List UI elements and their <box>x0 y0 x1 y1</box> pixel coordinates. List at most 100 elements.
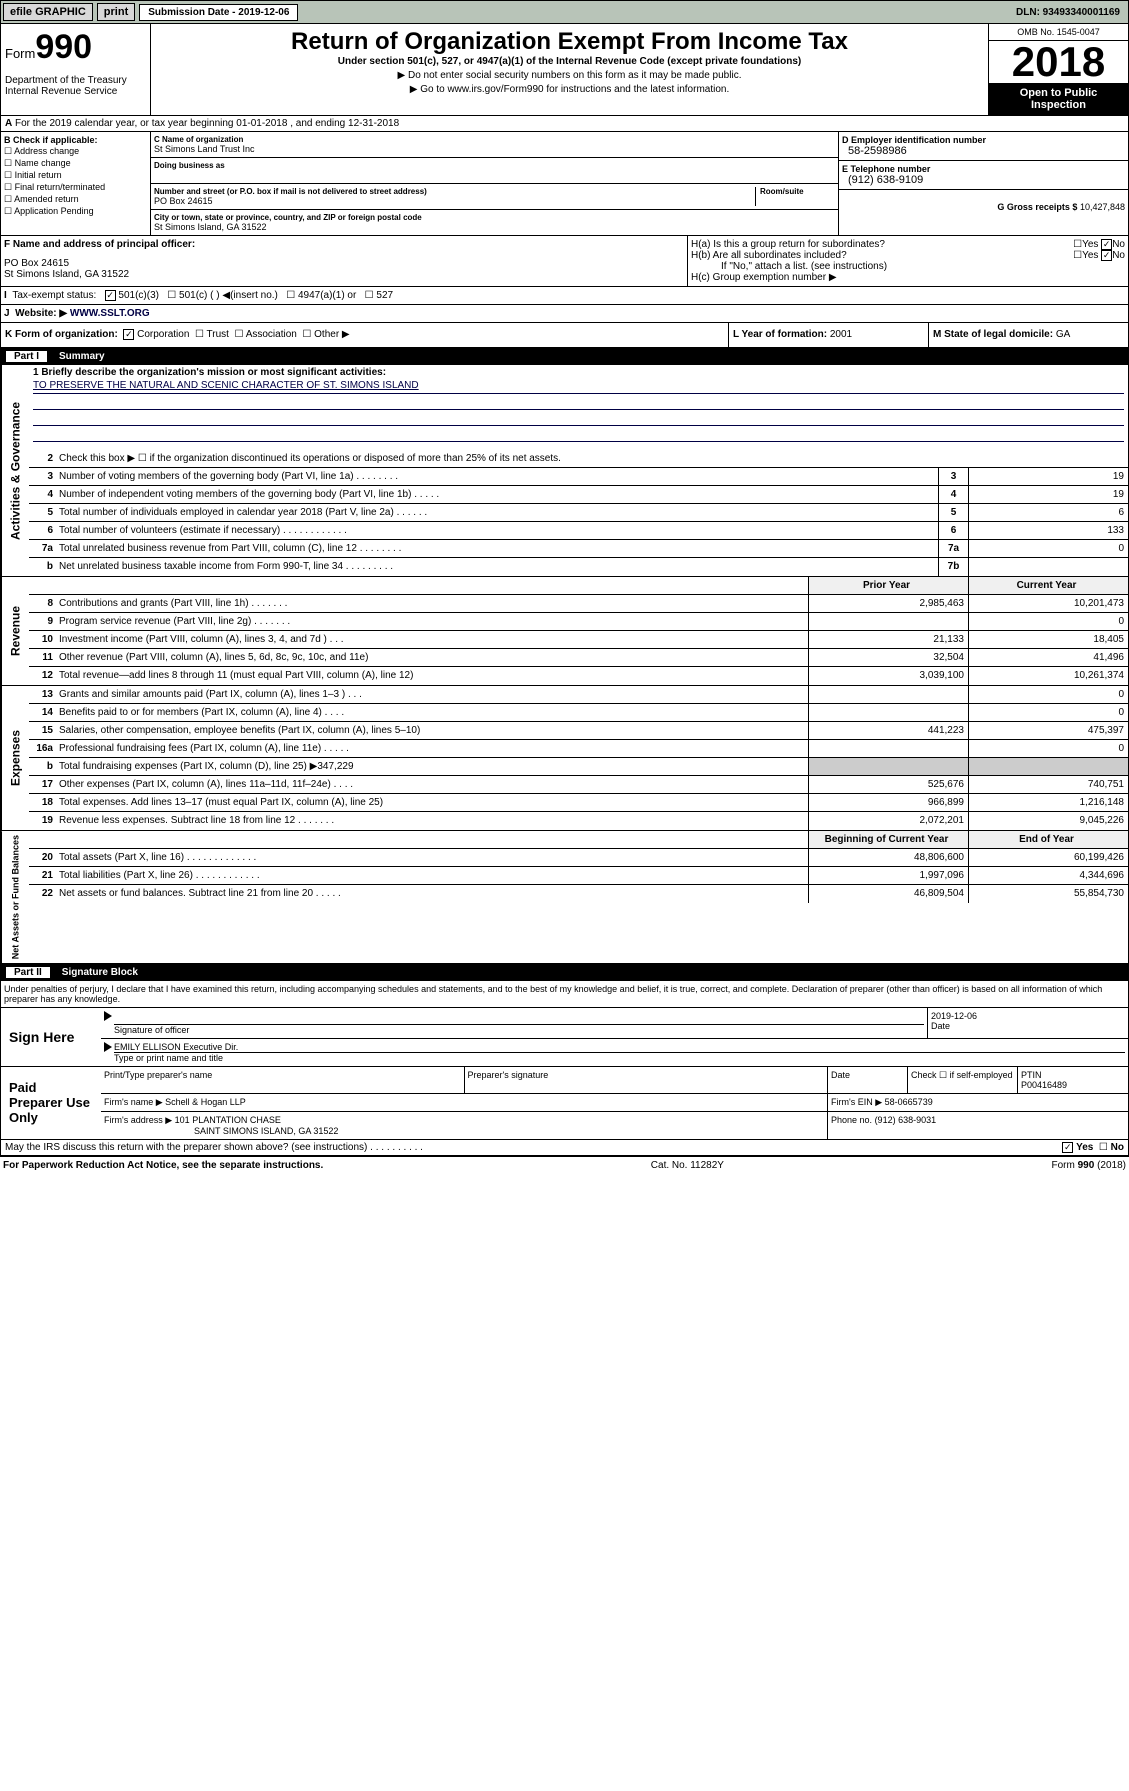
line-9: 9 Program service revenue (Part VIII, li… <box>29 613 1128 631</box>
line-6: 6 Total number of volunteers (estimate i… <box>29 522 1128 540</box>
discuss-yes[interactable] <box>1062 1142 1073 1153</box>
city: St Simons Island, GA 31522 <box>154 222 835 232</box>
org-name: St Simons Land Trust Inc <box>154 144 835 154</box>
cat-no: Cat. No. 11282Y <box>651 1160 724 1171</box>
line-12: 12 Total revenue—add lines 8 through 11 … <box>29 667 1128 685</box>
form-title: Return of Organization Exempt From Incom… <box>155 28 984 56</box>
hdr-begin-year: Beginning of Current Year <box>808 831 968 848</box>
line-19: 19 Revenue less expenses. Subtract line … <box>29 812 1128 830</box>
line-4: 4 Number of independent voting members o… <box>29 486 1128 504</box>
line-20: 20 Total assets (Part X, line 16) . . . … <box>29 849 1128 867</box>
firm-phone: (912) 638-9031 <box>875 1115 937 1125</box>
row-klm: K Form of organization: Corporation ☐ Tr… <box>0 323 1129 347</box>
discuss-row: May the IRS discuss this return with the… <box>0 1140 1129 1156</box>
topbar: efile GRAPHIC print Submission Date - 20… <box>0 0 1129 24</box>
prep-check-label: Check ☐ if self-employed <box>908 1067 1018 1093</box>
firm-addr-label: Firm's address ▶ <box>104 1115 172 1125</box>
note1: ▶ Do not enter social security numbers o… <box>155 70 984 81</box>
firm-ein-label: Firm's EIN ▶ <box>831 1097 882 1107</box>
efile-btn[interactable]: efile GRAPHIC <box>3 3 93 21</box>
room-label: Room/suite <box>760 187 835 196</box>
box-l: L Year of formation: 2001 <box>728 323 928 346</box>
line-10: 10 Investment income (Part VIII, column … <box>29 631 1128 649</box>
officer-addr2: St Simons Island, GA 31522 <box>4 269 684 280</box>
firm-addr1: 101 PLANTATION CHASE <box>175 1115 281 1125</box>
line-16a: 16a Professional fundraising fees (Part … <box>29 740 1128 758</box>
box-d: D Employer identification number 58-2598… <box>838 132 1128 235</box>
sign-here-row: Sign Here Signature of officer 2019-12-0… <box>0 1008 1129 1067</box>
line-3: 3 Number of voting members of the govern… <box>29 468 1128 486</box>
form-subtitle: Under section 501(c), 527, or 4947(a)(1)… <box>155 56 984 67</box>
hdr-prior-year: Prior Year <box>808 577 968 594</box>
box-k: K Form of organization: Corporation ☐ Tr… <box>1 323 728 346</box>
line-7a: 7a Total unrelated business revenue from… <box>29 540 1128 558</box>
side-gov: Activities & Governance <box>1 365 29 576</box>
hdr-current-year: Current Year <box>968 577 1128 594</box>
hdr-end-year: End of Year <box>968 831 1128 848</box>
dln: DLN: 93493340001169 <box>1016 7 1126 18</box>
mission-q: 1 Briefly describe the organization's mi… <box>33 367 1124 378</box>
chk-final[interactable]: ☐ Final return/terminated <box>4 182 147 193</box>
dept: Department of the Treasury Internal Reve… <box>5 75 146 97</box>
prep-sig-label: Preparer's signature <box>465 1067 829 1093</box>
line-18: 18 Total expenses. Add lines 13–17 (must… <box>29 794 1128 812</box>
line-8: 8 Contributions and grants (Part VIII, l… <box>29 595 1128 613</box>
chk-initial[interactable]: ☐ Initial return <box>4 170 147 181</box>
submission-date: Submission Date - 2019-12-06 <box>139 4 298 21</box>
row-a: A For the 2019 calendar year, or tax yea… <box>0 116 1129 132</box>
side-rev: Revenue <box>1 577 29 685</box>
mission-txt: TO PRESERVE THE NATURAL AND SCENIC CHARA… <box>33 380 1124 394</box>
paid-label: Paid Preparer Use Only <box>1 1067 101 1139</box>
form-word: Form <box>5 46 35 61</box>
note2: ▶ Go to www.irs.gov/Form990 for instruct… <box>155 84 984 95</box>
governance-section: Activities & Governance 1 Briefly descri… <box>0 365 1129 577</box>
hb-label: H(b) Are all subordinates included? <box>691 250 847 261</box>
chk-name[interactable]: ☐ Name change <box>4 158 147 169</box>
netassets-section: Net Assets or Fund Balances Beginning of… <box>0 831 1129 964</box>
perjury: Under penalties of perjury, I declare th… <box>0 981 1129 1008</box>
sign-date: 2019-12-06 <box>931 1011 1125 1021</box>
addr-label: Number and street (or P.O. box if mail i… <box>154 187 755 196</box>
ein-label: D Employer identification number <box>842 135 1125 145</box>
row-i: I Tax-exempt status: 501(c)(3) ☐ 501(c) … <box>0 287 1129 305</box>
ptin: P00416489 <box>1021 1080 1125 1090</box>
box-c: C Name of organization St Simons Land Tr… <box>151 132 838 235</box>
firm-addr2: SAINT SIMONS ISLAND, GA 31522 <box>104 1126 824 1136</box>
chk-501c3[interactable] <box>105 290 116 301</box>
sign-date-label: Date <box>931 1021 1125 1031</box>
chk-pending[interactable]: ☐ Application Pending <box>4 206 147 217</box>
side-na: Net Assets or Fund Balances <box>1 831 29 963</box>
ha-label: H(a) Is this a group return for subordin… <box>691 239 885 250</box>
line-17: 17 Other expenses (Part IX, column (A), … <box>29 776 1128 794</box>
box-f: F Name and address of principal officer:… <box>1 236 688 286</box>
hc-label: H(c) Group exemption number ▶ <box>691 272 1125 283</box>
chk-amended[interactable]: ☐ Amended return <box>4 194 147 205</box>
line-22: 22 Net assets or fund balances. Subtract… <box>29 885 1128 903</box>
box-m: M State of legal domicile: GA <box>928 323 1128 346</box>
website-link[interactable]: WWW.SSLT.ORG <box>70 308 150 319</box>
part1-header: Part I Summary <box>0 348 1129 365</box>
firm-ein: 58-0665739 <box>885 1097 933 1107</box>
gross-label: G Gross receipts $ <box>997 202 1077 212</box>
prep-name-label: Print/Type preparer's name <box>101 1067 465 1093</box>
line-b: b Net unrelated business taxable income … <box>29 558 1128 576</box>
line-b: b Total fundraising expenses (Part IX, c… <box>29 758 1128 776</box>
chk-address[interactable]: ☐ Address change <box>4 146 147 157</box>
pra-notice: For Paperwork Reduction Act Notice, see … <box>3 1160 323 1171</box>
paid-preparer-row: Paid Preparer Use Only Print/Type prepar… <box>0 1067 1129 1140</box>
expenses-section: Expenses 13 Grants and similar amounts p… <box>0 686 1129 831</box>
chk-corp[interactable] <box>123 329 134 340</box>
part2-header: Part II Signature Block <box>0 964 1129 981</box>
tax-year: 2018 <box>989 41 1128 83</box>
officer-name-label: Type or print name and title <box>114 1053 1125 1063</box>
ptin-label: PTIN <box>1021 1070 1125 1080</box>
dba-label: Doing business as <box>154 161 835 170</box>
firm-phone-label: Phone no. <box>831 1115 872 1125</box>
form-ref: Form 990 (2018) <box>1052 1160 1126 1171</box>
revenue-section: Revenue Prior Year Current Year 8 Contri… <box>0 577 1129 686</box>
row-fgh: F Name and address of principal officer:… <box>0 236 1129 287</box>
footer: For Paperwork Reduction Act Notice, see … <box>0 1156 1129 1174</box>
gross: 10,427,848 <box>1080 202 1125 212</box>
city-label: City or town, state or province, country… <box>154 213 835 222</box>
print-btn[interactable]: print <box>97 3 135 21</box>
